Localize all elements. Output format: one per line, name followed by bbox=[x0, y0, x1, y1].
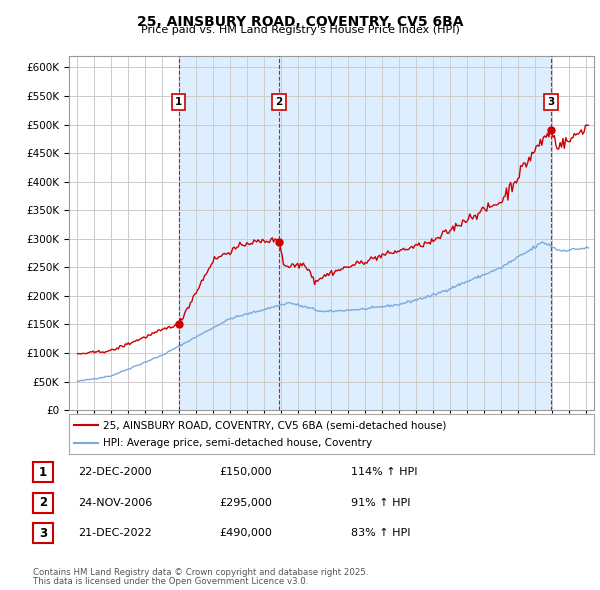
Text: 2: 2 bbox=[275, 97, 283, 107]
Text: 25, AINSBURY ROAD, COVENTRY, CV5 6BA: 25, AINSBURY ROAD, COVENTRY, CV5 6BA bbox=[137, 15, 463, 29]
Text: £295,000: £295,000 bbox=[219, 498, 272, 507]
Text: 3: 3 bbox=[548, 97, 555, 107]
Text: 1: 1 bbox=[39, 466, 47, 478]
Text: 24-NOV-2006: 24-NOV-2006 bbox=[78, 498, 152, 507]
Text: 2: 2 bbox=[39, 496, 47, 509]
Text: £150,000: £150,000 bbox=[219, 467, 272, 477]
Text: Price paid vs. HM Land Registry's House Price Index (HPI): Price paid vs. HM Land Registry's House … bbox=[140, 25, 460, 35]
Text: 114% ↑ HPI: 114% ↑ HPI bbox=[351, 467, 418, 477]
Text: 25, AINSBURY ROAD, COVENTRY, CV5 6BA (semi-detached house): 25, AINSBURY ROAD, COVENTRY, CV5 6BA (se… bbox=[103, 421, 446, 431]
Text: £490,000: £490,000 bbox=[219, 529, 272, 538]
Text: HPI: Average price, semi-detached house, Coventry: HPI: Average price, semi-detached house,… bbox=[103, 438, 372, 448]
Text: Contains HM Land Registry data © Crown copyright and database right 2025.: Contains HM Land Registry data © Crown c… bbox=[33, 568, 368, 577]
Text: This data is licensed under the Open Government Licence v3.0.: This data is licensed under the Open Gov… bbox=[33, 577, 308, 586]
Text: 3: 3 bbox=[39, 527, 47, 540]
Text: 91% ↑ HPI: 91% ↑ HPI bbox=[351, 498, 410, 507]
Text: 83% ↑ HPI: 83% ↑ HPI bbox=[351, 529, 410, 538]
Text: 1: 1 bbox=[175, 97, 182, 107]
Bar bbox=[179, 56, 551, 410]
Text: 22-DEC-2000: 22-DEC-2000 bbox=[78, 467, 152, 477]
Text: 21-DEC-2022: 21-DEC-2022 bbox=[78, 529, 152, 538]
